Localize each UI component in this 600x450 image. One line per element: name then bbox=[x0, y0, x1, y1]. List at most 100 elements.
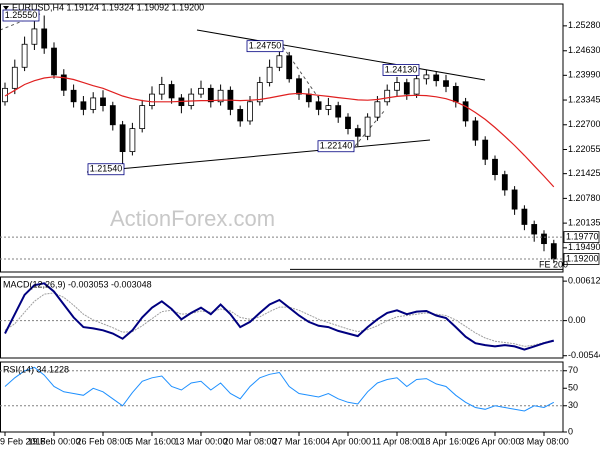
pane-title: RSI(14) 34.1228 bbox=[3, 364, 69, 374]
candle-body bbox=[286, 55, 293, 80]
x-tick-label: 5 Mar 16:00 bbox=[128, 436, 176, 446]
trendline bbox=[86, 139, 431, 173]
y-tick-label: 1.22700 bbox=[568, 119, 600, 129]
y-tick-label: 30 bbox=[568, 400, 578, 410]
price-annotation: 1.22140 bbox=[320, 141, 353, 151]
candle-body bbox=[296, 78, 302, 95]
y-tick-label: 1.23345 bbox=[568, 94, 600, 104]
candle-body bbox=[41, 28, 48, 49]
candle-body bbox=[433, 74, 440, 82]
price-annotation-box bbox=[317, 140, 355, 153]
pane-title: EURUSD,H4 1.19124 1.19324 1.19092 1.1920… bbox=[12, 2, 204, 12]
y-tick-label: 1.21425 bbox=[568, 168, 600, 178]
candle-body bbox=[247, 101, 253, 122]
pane-frame bbox=[0, 361, 564, 433]
x-tick-label: 19 Feb 00:00 bbox=[27, 436, 80, 446]
price-level-label: 1.19200 bbox=[566, 253, 599, 263]
candle-body bbox=[158, 84, 165, 95]
x-tick-label: 18 Apr 16:00 bbox=[420, 436, 471, 446]
y-tick-label: 1.23990 bbox=[568, 70, 600, 80]
y-tick-label: 50 bbox=[568, 383, 578, 393]
candle-body bbox=[256, 82, 263, 103]
candle-body bbox=[188, 93, 195, 107]
candle-body bbox=[119, 124, 126, 153]
y-tick-label: 1.24630 bbox=[568, 45, 600, 55]
candle-body bbox=[51, 47, 57, 76]
x-tick-label: 13 Mar 00:00 bbox=[174, 436, 227, 446]
candle-body bbox=[149, 93, 155, 107]
candle-body bbox=[168, 84, 175, 99]
price-annotation-box bbox=[87, 163, 125, 176]
indicator-line bbox=[4, 366, 555, 412]
x-tick-label: 4 Apr 00:00 bbox=[325, 436, 371, 446]
price-level-box bbox=[563, 231, 600, 244]
candle-body bbox=[364, 116, 371, 137]
pane-frame bbox=[0, 3, 564, 273]
indicator-line bbox=[4, 292, 554, 347]
y-tick-label: 0.006129 bbox=[568, 276, 600, 286]
price-level-label: 1.19770 bbox=[566, 231, 599, 241]
price-level-box bbox=[563, 253, 600, 265]
y-tick-label: 0 bbox=[568, 426, 573, 436]
candle-body bbox=[70, 89, 77, 103]
x-tick-label: 26 Feb 08:00 bbox=[76, 436, 129, 446]
x-tick-label: 20 Mar 08:00 bbox=[223, 436, 276, 446]
candle-body bbox=[109, 105, 116, 126]
y-tick-label: 1.19490 bbox=[568, 242, 600, 252]
candle-body bbox=[276, 55, 283, 68]
candle-body bbox=[443, 80, 449, 87]
candle-body bbox=[217, 89, 224, 103]
fe-label: FE 200 bbox=[539, 260, 568, 270]
candle-body bbox=[60, 74, 67, 91]
candle-body bbox=[21, 43, 28, 68]
candle-body bbox=[80, 101, 87, 110]
candle-body bbox=[305, 93, 312, 103]
candle-body bbox=[423, 74, 430, 80]
price-annotation: 1.25550 bbox=[5, 10, 38, 20]
x-tick-label: 11 Apr 08:00 bbox=[372, 436, 422, 446]
pane-title: MACD(12,26,9) -0.003053 -0.003048 bbox=[3, 279, 152, 289]
price-annotation: 1.21540 bbox=[90, 164, 123, 174]
pane-frame bbox=[0, 276, 564, 359]
candle-body bbox=[482, 139, 489, 160]
x-tick-label: 27 Mar 16:00 bbox=[272, 436, 325, 446]
candle-body bbox=[335, 105, 342, 118]
candle-body bbox=[403, 82, 410, 95]
y-tick-label: 1.22055 bbox=[568, 144, 600, 154]
moving-average bbox=[4, 76, 555, 188]
candle-body bbox=[413, 78, 420, 95]
price-annotation: 1.24750 bbox=[249, 41, 282, 51]
candle-body bbox=[462, 101, 469, 122]
zigzag-line bbox=[354, 109, 386, 147]
candle-body bbox=[237, 109, 244, 122]
candle-body bbox=[11, 66, 18, 89]
candle-body bbox=[325, 105, 332, 110]
candle-body bbox=[129, 128, 136, 153]
zigzag-line bbox=[0, 13, 41, 31]
price-annotation-box bbox=[2, 9, 40, 22]
candle-body bbox=[266, 66, 273, 83]
candle-body bbox=[550, 243, 557, 260]
candle-body bbox=[354, 128, 361, 137]
watermark: ActionForex.com bbox=[110, 206, 275, 231]
x-tick-label: 26 Apr 00:00 bbox=[469, 436, 520, 446]
trendline bbox=[196, 29, 486, 81]
candle-body bbox=[511, 189, 518, 210]
candle-body bbox=[501, 174, 508, 191]
y-tick-label: 70 bbox=[568, 365, 578, 375]
candle-body bbox=[139, 105, 146, 130]
price-annotation-box bbox=[382, 64, 420, 76]
y-tick-label: 1.20780 bbox=[568, 193, 600, 203]
candle-body bbox=[90, 97, 97, 110]
candle-body bbox=[472, 120, 479, 141]
candle-body bbox=[315, 101, 322, 110]
candle-body bbox=[531, 224, 538, 235]
y-tick-label: 0.00 bbox=[568, 315, 586, 325]
candle-body bbox=[492, 158, 498, 176]
candle-body bbox=[31, 28, 38, 45]
y-tick-label: 1.25280 bbox=[568, 20, 600, 30]
indicator-line bbox=[4, 282, 555, 351]
